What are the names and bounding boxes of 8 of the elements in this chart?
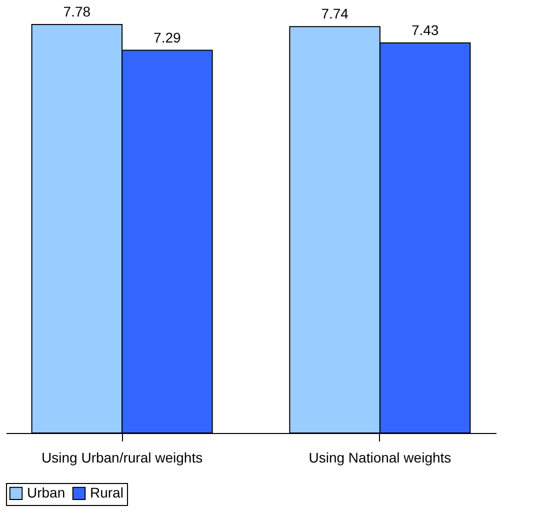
data-label: 7.74 xyxy=(321,6,349,22)
legend-label: Rural xyxy=(90,484,124,500)
x-tick-label: Using Urban/rural weights xyxy=(42,450,203,466)
data-label: 7.78 xyxy=(63,4,91,20)
data-label: 7.43 xyxy=(411,22,439,38)
legend-label: Urban xyxy=(27,484,66,500)
data-label: 7.29 xyxy=(154,29,182,46)
x-tick-label: Using National weights xyxy=(308,450,452,466)
